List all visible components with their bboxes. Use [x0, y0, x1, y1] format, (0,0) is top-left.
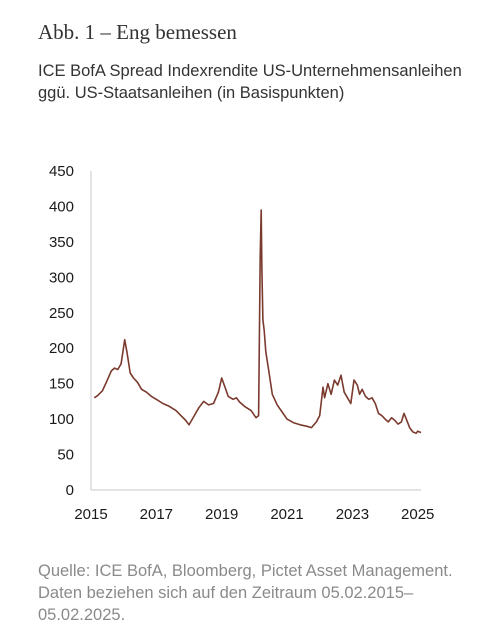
- y-tick-label: 300: [49, 269, 74, 286]
- y-tick-label: 200: [49, 340, 74, 357]
- chart-subtitle: ICE BofA Spread Indexrendite US-Unterneh…: [38, 62, 462, 102]
- y-tick-label: 450: [49, 163, 74, 180]
- x-tick-label: 2017: [140, 506, 173, 523]
- y-tick-label: 400: [49, 198, 74, 215]
- x-tick-label: 2019: [205, 506, 238, 523]
- y-tick-label: 350: [49, 234, 74, 251]
- x-tick-label: 2015: [74, 506, 107, 523]
- source-note: Quelle: ICE BofA, Bloomberg, Pictet Asse…: [38, 562, 453, 624]
- x-tick-label: 2025: [401, 506, 434, 523]
- y-tick-label: 150: [49, 376, 74, 393]
- y-tick-label: 50: [57, 447, 74, 464]
- y-tick-label: 100: [49, 411, 74, 428]
- x-tick-label: 2021: [270, 506, 303, 523]
- chart-title: Abb. 1 – Eng bemessen: [38, 20, 237, 44]
- spread-series-line: [93, 209, 422, 435]
- y-tick-label: 250: [49, 305, 74, 322]
- y-tick-label: 0: [66, 482, 74, 499]
- x-tick-label: 2023: [336, 506, 369, 523]
